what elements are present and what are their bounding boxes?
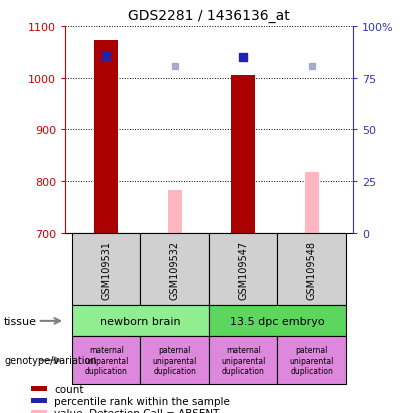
- Bar: [94, 41, 118, 233]
- Text: GSM109547: GSM109547: [238, 240, 248, 299]
- Text: GSM109532: GSM109532: [170, 240, 180, 299]
- Bar: [305, 173, 318, 233]
- Bar: [209, 337, 278, 384]
- Text: newborn brain: newborn brain: [100, 316, 181, 326]
- Bar: [168, 191, 181, 233]
- Text: percentile rank within the sample: percentile rank within the sample: [54, 396, 230, 406]
- Text: value, Detection Call = ABSENT: value, Detection Call = ABSENT: [54, 408, 219, 413]
- Bar: [72, 233, 140, 306]
- Text: paternal
uniparental
duplication: paternal uniparental duplication: [289, 346, 334, 375]
- Text: count: count: [54, 384, 84, 394]
- Title: GDS2281 / 1436136_at: GDS2281 / 1436136_at: [128, 9, 290, 23]
- Text: genotype/variation: genotype/variation: [4, 355, 97, 366]
- Text: maternal
uniparental
duplication: maternal uniparental duplication: [84, 346, 129, 375]
- Bar: [278, 233, 346, 306]
- Text: GSM109548: GSM109548: [307, 240, 317, 299]
- Text: 13.5 dpc embryo: 13.5 dpc embryo: [230, 316, 325, 326]
- Text: paternal
uniparental
duplication: paternal uniparental duplication: [152, 346, 197, 375]
- Bar: [209, 233, 278, 306]
- Bar: [140, 337, 209, 384]
- Bar: [140, 233, 209, 306]
- Bar: [72, 306, 209, 337]
- Bar: [231, 76, 255, 233]
- Text: maternal
uniparental
duplication: maternal uniparental duplication: [221, 346, 265, 375]
- Bar: [72, 337, 140, 384]
- Bar: [32, 398, 47, 403]
- Text: GSM109531: GSM109531: [101, 240, 111, 299]
- Bar: [32, 386, 47, 392]
- Bar: [209, 306, 346, 337]
- Text: tissue: tissue: [4, 316, 37, 326]
- Bar: [32, 410, 47, 413]
- Bar: [278, 337, 346, 384]
